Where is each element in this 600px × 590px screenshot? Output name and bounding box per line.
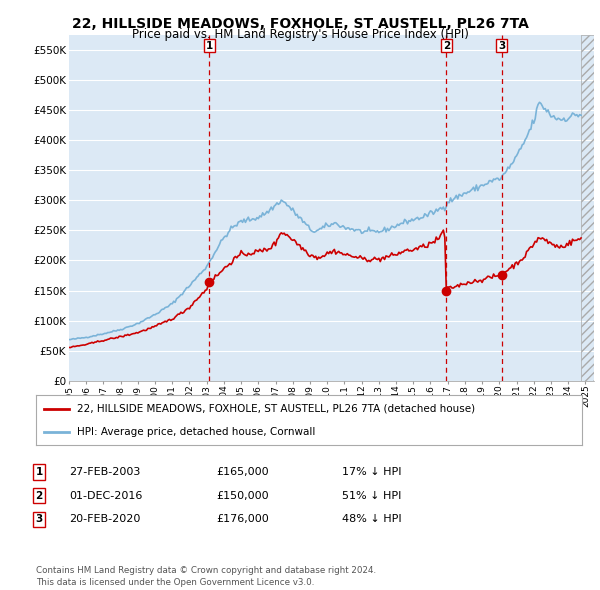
- Text: Contains HM Land Registry data © Crown copyright and database right 2024.
This d: Contains HM Land Registry data © Crown c…: [36, 566, 376, 587]
- Text: £165,000: £165,000: [216, 467, 269, 477]
- Text: 2: 2: [443, 41, 450, 51]
- Text: 3: 3: [35, 514, 43, 524]
- Text: HPI: Average price, detached house, Cornwall: HPI: Average price, detached house, Corn…: [77, 427, 316, 437]
- Text: 22, HILLSIDE MEADOWS, FOXHOLE, ST AUSTELL, PL26 7TA (detached house): 22, HILLSIDE MEADOWS, FOXHOLE, ST AUSTEL…: [77, 404, 475, 414]
- Text: 2: 2: [35, 491, 43, 500]
- Text: 27-FEB-2003: 27-FEB-2003: [69, 467, 140, 477]
- Text: 51% ↓ HPI: 51% ↓ HPI: [342, 491, 401, 500]
- Text: 1: 1: [35, 467, 43, 477]
- Text: 1: 1: [206, 41, 213, 51]
- Text: 20-FEB-2020: 20-FEB-2020: [69, 514, 140, 524]
- Text: 3: 3: [498, 41, 505, 51]
- Text: £176,000: £176,000: [216, 514, 269, 524]
- Text: 22, HILLSIDE MEADOWS, FOXHOLE, ST AUSTELL, PL26 7TA: 22, HILLSIDE MEADOWS, FOXHOLE, ST AUSTEL…: [71, 17, 529, 31]
- Text: £150,000: £150,000: [216, 491, 269, 500]
- Text: Price paid vs. HM Land Registry's House Price Index (HPI): Price paid vs. HM Land Registry's House …: [131, 28, 469, 41]
- Text: 17% ↓ HPI: 17% ↓ HPI: [342, 467, 401, 477]
- Text: 01-DEC-2016: 01-DEC-2016: [69, 491, 142, 500]
- Text: 48% ↓ HPI: 48% ↓ HPI: [342, 514, 401, 524]
